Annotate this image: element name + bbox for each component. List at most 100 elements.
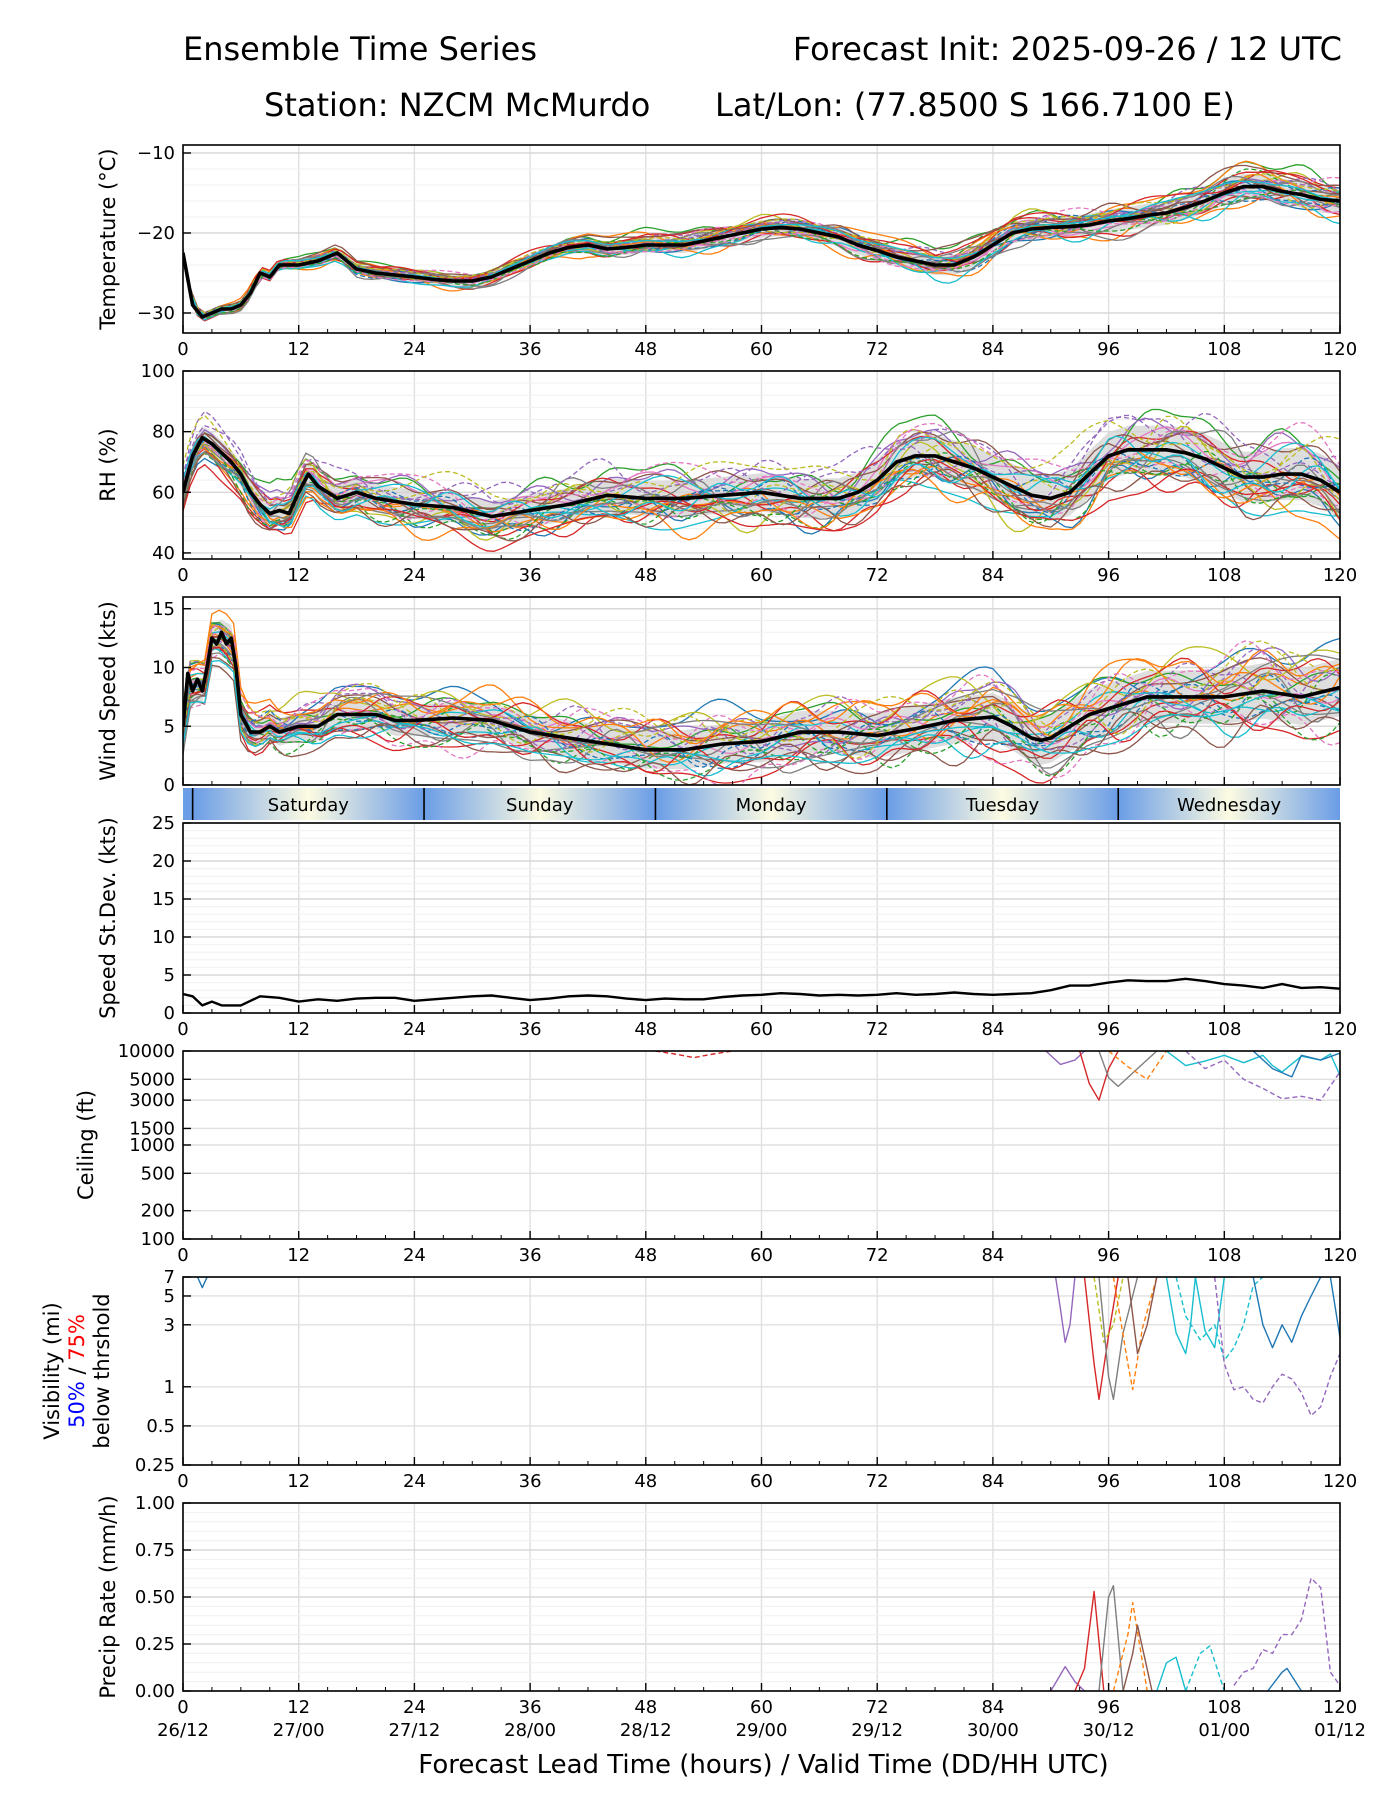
member-line bbox=[1185, 1051, 1340, 1101]
member-line bbox=[183, 173, 1340, 314]
x-tick-label: 36 bbox=[519, 565, 542, 586]
y-tick-label: 20 bbox=[152, 851, 175, 872]
x-tick-label: 48 bbox=[634, 1019, 657, 1040]
member-line bbox=[1165, 1277, 1234, 1355]
member-line bbox=[1233, 1577, 1340, 1686]
y-axis-title: RH (%) bbox=[96, 428, 120, 501]
station-latlon: Lat/Lon: (77.8500 S 166.7100 E) bbox=[715, 86, 1235, 124]
x-tick-label: 120 bbox=[1323, 1019, 1357, 1040]
day-band-segment bbox=[192, 788, 425, 820]
member-line bbox=[1252, 1051, 1340, 1078]
y-tick-label: −30 bbox=[137, 303, 175, 324]
x-tick-label: 48 bbox=[634, 565, 657, 586]
visibility-threshold-label: 50% / 75% bbox=[65, 1314, 89, 1428]
panel-ceiling: 0 12 24 36 48 60 72 84 96 108 120 100 200 500 10001500… bbox=[74, 1041, 1357, 1266]
member-line bbox=[1074, 1590, 1105, 1691]
y-tick-label: 15 bbox=[152, 889, 175, 910]
member-line bbox=[1112, 1601, 1148, 1691]
y-tick-label: 5000 bbox=[129, 1069, 175, 1090]
member-line bbox=[183, 622, 1340, 749]
y-axis-title: Precip Rate (mm/h) bbox=[96, 1495, 120, 1698]
panel-wind_speed: 0 5 10 15 Wind Speed (kts) bbox=[96, 596, 1341, 796]
x-tick-label: 0 bbox=[177, 1697, 188, 1718]
member-line bbox=[183, 417, 1340, 504]
day-label-saturday: Saturday bbox=[268, 795, 349, 816]
y-tick-label: 500 bbox=[141, 1163, 175, 1184]
y-axis-title: Speed St.Dev. (kts) bbox=[96, 817, 120, 1019]
member-line bbox=[1127, 1277, 1158, 1355]
x-tick-label: 72 bbox=[866, 1019, 889, 1040]
x-tick-label: 12 bbox=[287, 1019, 310, 1040]
x-tick-label: 84 bbox=[981, 1245, 1004, 1266]
x-tick-label: 120 bbox=[1323, 339, 1357, 360]
x-tick-label: 84 bbox=[981, 1471, 1004, 1492]
member-line bbox=[1267, 1667, 1302, 1691]
y-tick-label: 5 bbox=[164, 965, 175, 986]
x-tick-label: 48 bbox=[634, 339, 657, 360]
y-tick-label: 40 bbox=[152, 543, 175, 564]
y-tick-label: 3 bbox=[164, 1315, 175, 1336]
valid-time-label: 30/00 bbox=[967, 1720, 1019, 1741]
x-tick-label: 72 bbox=[866, 339, 889, 360]
stdev-line bbox=[183, 977, 1340, 1007]
member-line bbox=[1098, 1585, 1124, 1691]
member-line bbox=[183, 446, 1340, 526]
y-tick-label: 0.00 bbox=[135, 1681, 175, 1702]
x-tick-label: 108 bbox=[1207, 1471, 1241, 1492]
x-tick-label: 36 bbox=[519, 1471, 542, 1492]
y-tick-label: 5 bbox=[164, 1286, 175, 1307]
x-tick-label: 60 bbox=[750, 1471, 773, 1492]
member-line bbox=[183, 643, 1340, 776]
member-line bbox=[183, 624, 1340, 740]
day-band-lead bbox=[183, 788, 193, 820]
x-tick-label: 96 bbox=[1097, 1019, 1120, 1040]
y-tick-label: 0.75 bbox=[135, 1540, 175, 1561]
y-axis-title: Temperature (°C) bbox=[96, 148, 120, 330]
x-axis-title: Forecast Lead Time (hours) / Valid Time … bbox=[418, 1750, 1108, 1780]
x-tick-label: 120 bbox=[1323, 1697, 1357, 1718]
ensemble-mean-line bbox=[183, 435, 1340, 519]
member-line bbox=[1050, 1665, 1085, 1691]
member-line bbox=[183, 459, 1340, 552]
y-tick-label: −10 bbox=[137, 143, 175, 164]
x-tick-label: 0 bbox=[177, 1245, 188, 1266]
day-label-tuesday: Tuesday bbox=[965, 795, 1040, 816]
member-line bbox=[1214, 1277, 1340, 1417]
x-tick-label: 24 bbox=[403, 1697, 426, 1718]
x-tick-label: 12 bbox=[287, 1245, 310, 1266]
x-tick-label: 12 bbox=[287, 1697, 310, 1718]
forecast-init: Forecast Init: 2025-09-26 / 12 UTC bbox=[792, 30, 1342, 68]
member-line bbox=[1112, 1277, 1158, 1391]
panel-temperature: 0 12 24 36 48 60 72 84 96 108 120 −30 −20 −10 Temperat… bbox=[96, 143, 1357, 360]
day-label-sunday: Sunday bbox=[506, 795, 574, 816]
y-tick-label: 100 bbox=[141, 1229, 175, 1250]
x-tick-label: 12 bbox=[287, 1471, 310, 1492]
member-line bbox=[1079, 1051, 1119, 1101]
x-tick-label: 108 bbox=[1207, 1245, 1241, 1266]
x-tick-label: 108 bbox=[1207, 339, 1241, 360]
y-tick-label: 0.50 bbox=[135, 1587, 175, 1608]
x-tick-label: 48 bbox=[634, 1697, 657, 1718]
station-name: Station: NZCM McMurdo bbox=[264, 86, 651, 124]
x-tick-label: 36 bbox=[519, 1019, 542, 1040]
member-line bbox=[183, 432, 1340, 517]
x-tick-label: 36 bbox=[519, 339, 542, 360]
x-tick-label: 12 bbox=[287, 565, 310, 586]
valid-time-label: 28/00 bbox=[504, 1720, 556, 1741]
member-line bbox=[183, 192, 1340, 318]
member-line bbox=[183, 422, 1340, 517]
member-line bbox=[183, 644, 1340, 760]
y-tick-label: 1500 bbox=[129, 1118, 175, 1139]
x-tick-label: 84 bbox=[981, 565, 1004, 586]
x-tick-label: 60 bbox=[750, 339, 773, 360]
y-axis-title: Wind Speed (kts) bbox=[96, 601, 120, 781]
valid-time-label: 01/12 bbox=[1314, 1720, 1366, 1741]
member-line bbox=[1083, 1277, 1119, 1401]
chart-title: Ensemble Time Series bbox=[183, 30, 537, 68]
x-tick-label: 120 bbox=[1323, 1245, 1357, 1266]
y-tick-label: 5 bbox=[164, 716, 175, 737]
x-tick-label: 96 bbox=[1097, 339, 1120, 360]
y-tick-label: 15 bbox=[152, 599, 175, 620]
ensemble-mean-line bbox=[183, 630, 1340, 752]
